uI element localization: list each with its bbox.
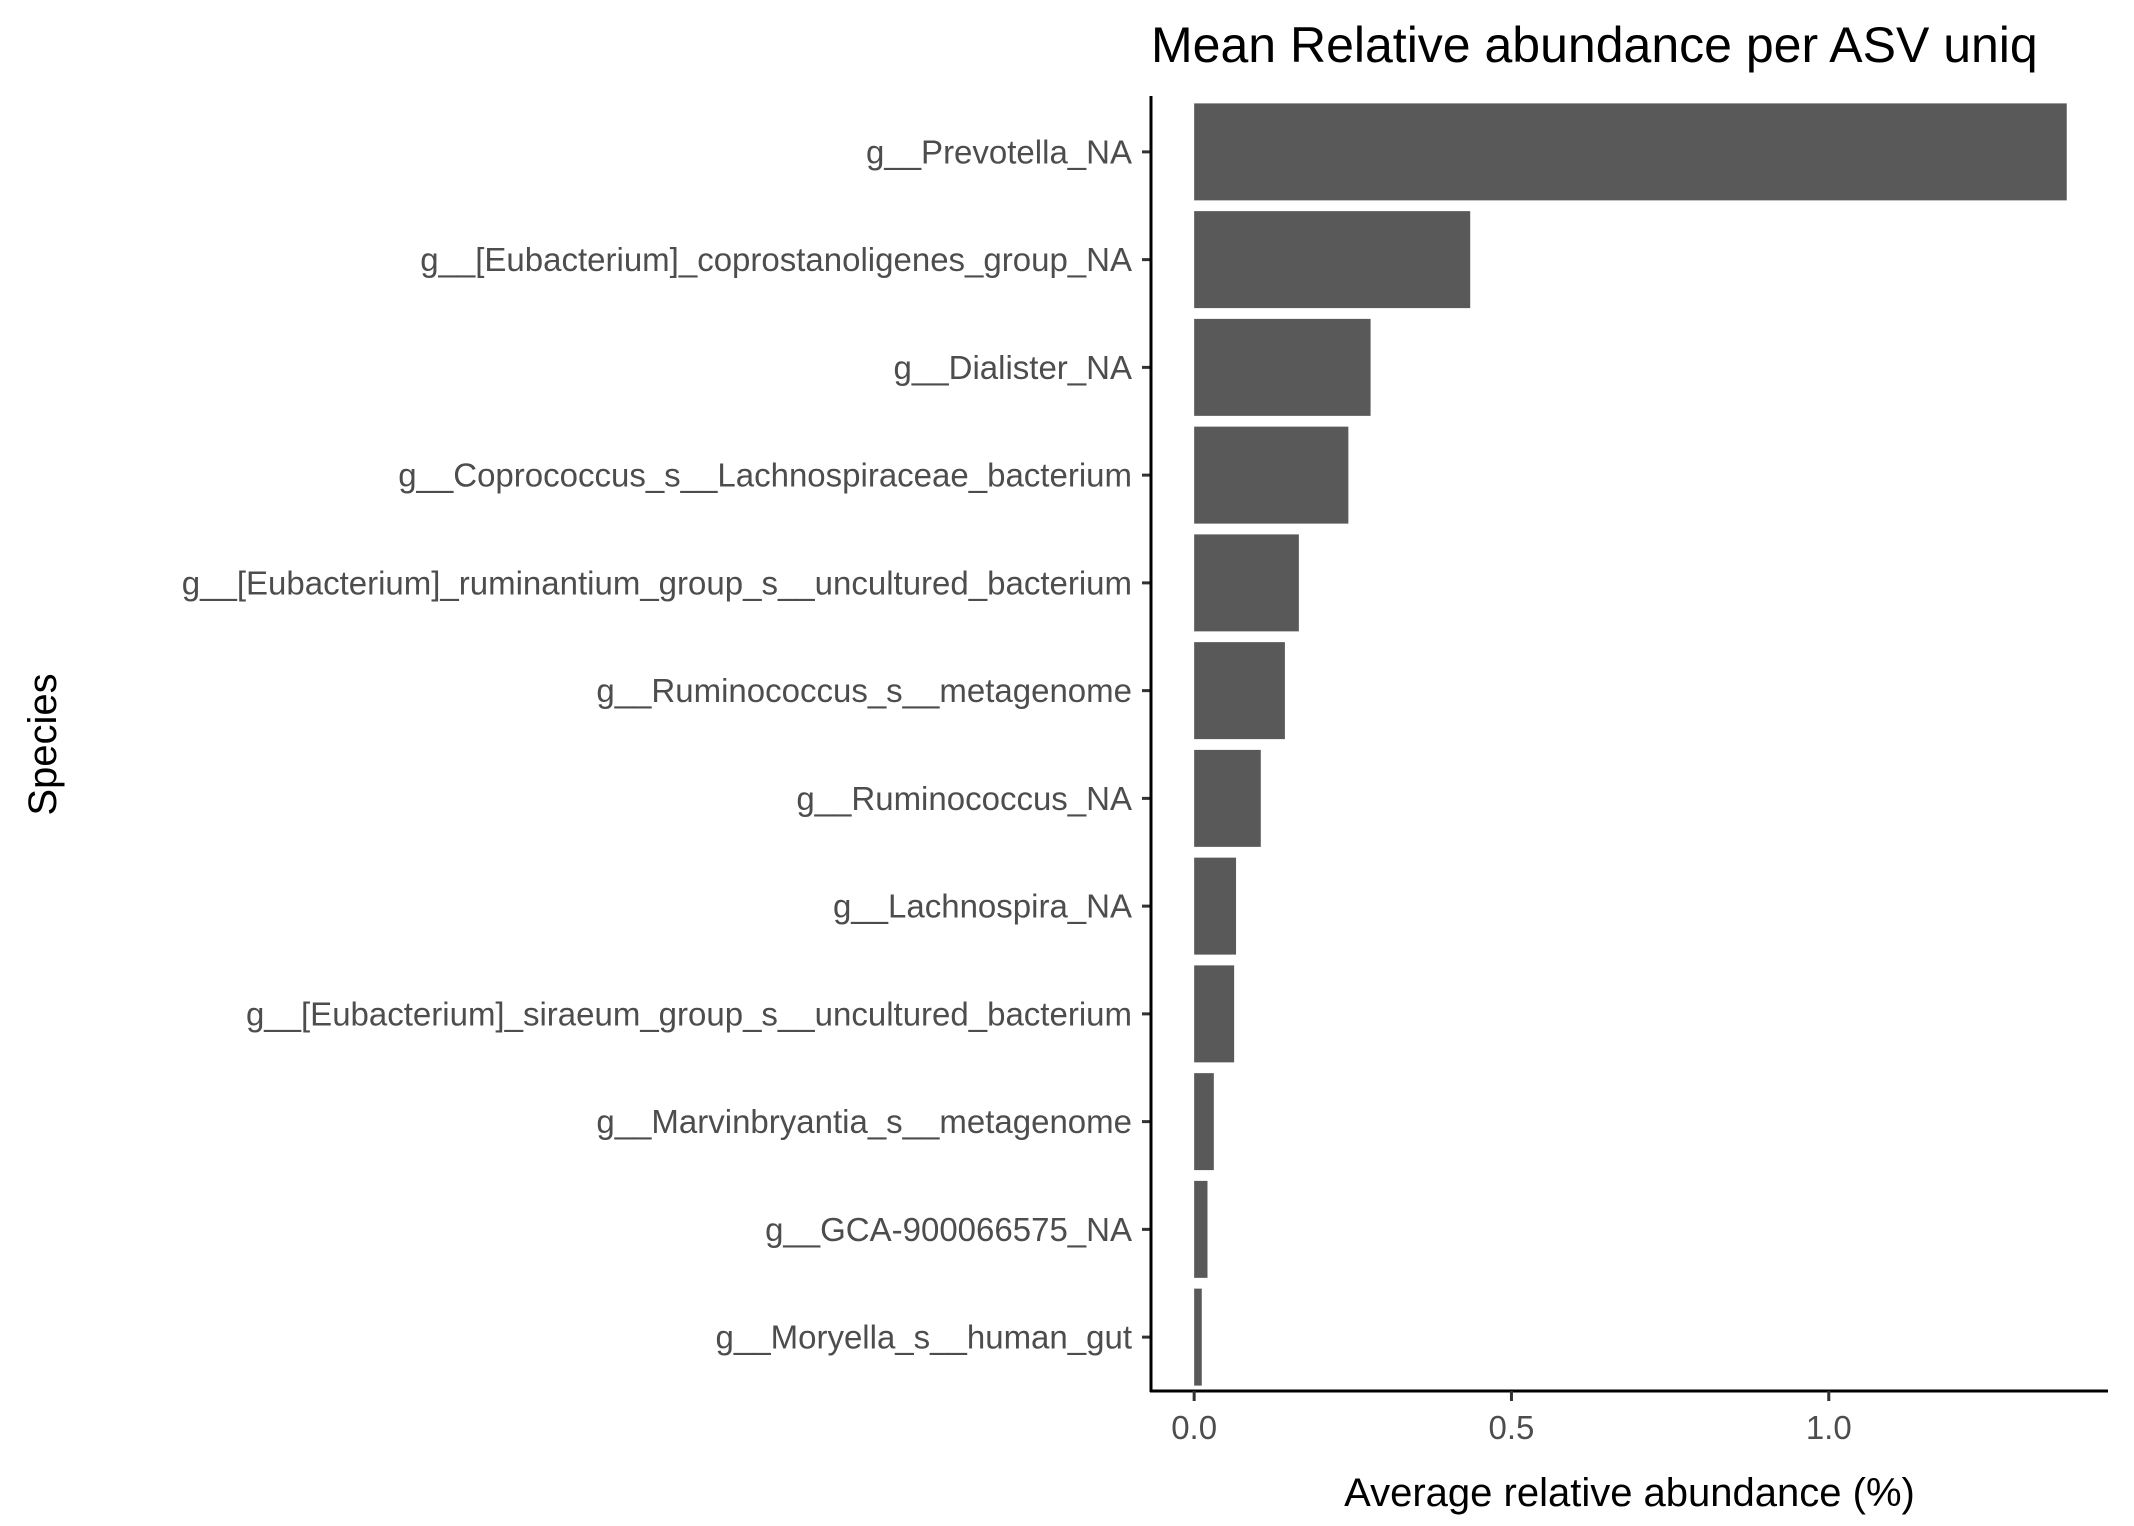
x-axis-title: Average relative abundance (%) xyxy=(1344,1471,1915,1515)
category-label: g__GCA-900066575_NA xyxy=(765,1211,1132,1248)
bar xyxy=(1194,103,2067,201)
bar xyxy=(1194,426,1349,524)
category-label: g__Coprococcus_s__Lachnospiraceae_bacter… xyxy=(398,457,1132,494)
x-tick-label: 1.0 xyxy=(1806,1409,1852,1446)
x-tick-label: 0.0 xyxy=(1171,1409,1217,1446)
bar xyxy=(1194,642,1285,740)
bar xyxy=(1194,749,1261,847)
bar xyxy=(1194,1180,1208,1278)
category-label: g__Lachnospira_NA xyxy=(833,888,1132,925)
category-label: g__[Eubacterium]_ruminantium_group_s__un… xyxy=(182,564,1132,601)
x-tick-label: 0.5 xyxy=(1489,1409,1535,1446)
category-label: g__[Eubacterium]_siraeum_group_s__uncult… xyxy=(246,995,1132,1032)
chart-title: Mean Relative abundance per ASV uniq xyxy=(1151,17,2038,73)
bar xyxy=(1194,965,1235,1063)
category-label: g__Ruminococcus_NA xyxy=(796,780,1132,817)
bar xyxy=(1194,211,1471,309)
bar xyxy=(1194,857,1237,955)
y-axis-title: Species xyxy=(21,673,65,815)
category-label: g__Moryella_s__human_gut xyxy=(716,1319,1132,1356)
category-label: g__Dialister_NA xyxy=(894,349,1132,386)
bar xyxy=(1194,1288,1202,1386)
y-axis: g__Prevotella_NA g__[Eubacterium]_coprost… xyxy=(182,96,1153,1392)
x-axis: 0.0 0.5 1.0 xyxy=(1150,1389,2108,1446)
bar xyxy=(1194,1073,1214,1171)
bar xyxy=(1194,534,1299,632)
bar xyxy=(1194,318,1371,416)
bars-layer xyxy=(1194,103,2067,1386)
category-label: g__Ruminococcus_s__metagenome xyxy=(596,672,1132,709)
category-label: g__Prevotella_NA xyxy=(866,133,1132,170)
category-label: g__[Eubacterium]_coprostanoligenes_group… xyxy=(420,241,1132,278)
category-label: g__Marvinbryantia_s__metagenome xyxy=(596,1103,1132,1140)
